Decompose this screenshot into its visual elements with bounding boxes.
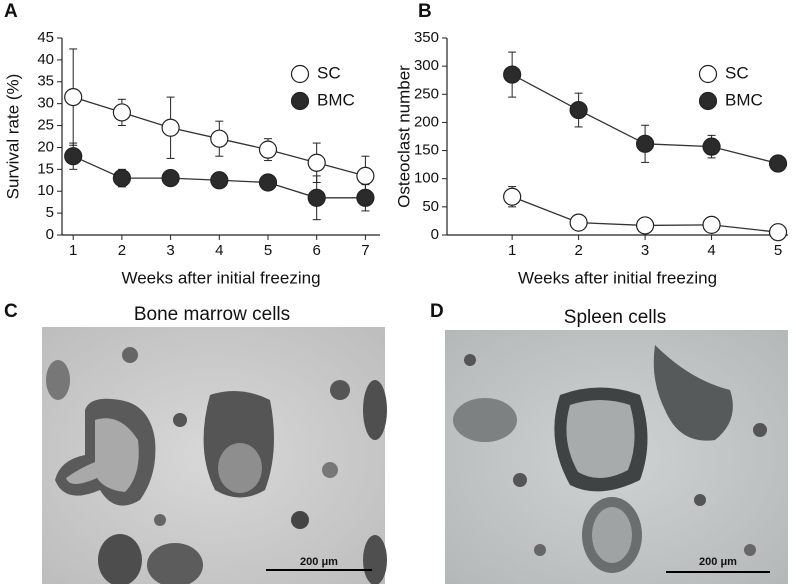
legend-label: BMC <box>725 90 763 109</box>
x-tick-label: 5 <box>774 242 782 259</box>
y-tick-label: 0 <box>46 226 54 243</box>
panel-label: D <box>430 301 444 322</box>
y-tick-label: 200 <box>414 113 439 130</box>
scale-bar-label: 200 μm <box>699 556 737 568</box>
image-caption: Spleen cells <box>564 307 666 328</box>
panel-label: A <box>4 1 18 22</box>
marker <box>503 65 522 84</box>
marker <box>112 168 131 188</box>
y-tick-label: 25 <box>37 117 54 134</box>
y-tick-label: 40 <box>37 51 54 68</box>
marker <box>356 166 375 185</box>
y-tick-label: 5 <box>46 204 54 221</box>
legend-marker <box>698 91 718 111</box>
legend-label: SC <box>317 63 341 82</box>
y-tick-label: 300 <box>414 57 439 74</box>
micrograph-c <box>42 327 387 584</box>
x-axis-label: Weeks after initial freezing <box>518 268 717 287</box>
marker <box>569 213 588 232</box>
marker <box>702 215 721 234</box>
marker <box>161 168 180 188</box>
marker <box>161 118 180 137</box>
marker <box>702 137 721 156</box>
x-tick-label: 3 <box>641 242 649 259</box>
legend-marker <box>290 91 310 111</box>
x-tick-label: 2 <box>574 242 582 259</box>
x-tick-label: 7 <box>361 242 369 259</box>
panel-label: B <box>418 1 432 22</box>
x-axis-label: Weeks after initial freezing <box>121 268 320 287</box>
x-tick-label: 4 <box>707 242 715 259</box>
y-tick-label: 20 <box>37 138 54 155</box>
marker <box>768 154 788 173</box>
image-caption: Bone marrow cells <box>134 304 290 325</box>
x-tick-label: 1 <box>69 242 77 259</box>
marker <box>307 188 326 207</box>
y-axis-label: Survival rate (%) <box>3 74 22 200</box>
y-tick-label: 45 <box>37 29 54 46</box>
y-tick-label: 50 <box>422 198 439 215</box>
legend-label: BMC <box>317 90 355 109</box>
x-tick-label: 6 <box>313 242 321 259</box>
y-tick-label: 0 <box>431 226 439 243</box>
marker <box>635 216 655 235</box>
marker <box>64 87 83 107</box>
marker <box>210 129 229 148</box>
y-tick-label: 350 <box>414 29 439 46</box>
legend-label: SC <box>725 63 749 82</box>
legend-marker <box>290 64 310 84</box>
marker <box>635 134 655 153</box>
marker <box>356 188 375 207</box>
x-tick-label: 2 <box>118 242 126 259</box>
marker <box>503 187 522 206</box>
panel-label: C <box>4 301 18 322</box>
micrograph-d <box>445 330 788 584</box>
marker <box>210 171 229 190</box>
y-tick-label: 35 <box>37 73 54 90</box>
y-tick-label: 10 <box>37 182 54 199</box>
y-axis-label: Osteoclast number <box>394 65 413 208</box>
x-tick-label: 5 <box>264 242 272 259</box>
marker <box>258 140 278 159</box>
legend-marker <box>698 64 718 84</box>
y-tick-label: 150 <box>414 142 439 159</box>
y-tick-label: 30 <box>37 95 54 112</box>
marker <box>307 153 326 172</box>
y-tick-label: 250 <box>414 85 439 102</box>
marker <box>569 100 588 120</box>
marker <box>112 103 131 122</box>
marker <box>64 147 83 166</box>
scale-bar-label: 200 μm <box>300 556 338 568</box>
y-tick-label: 15 <box>37 160 54 177</box>
x-tick-label: 3 <box>166 242 174 259</box>
x-tick-label: 1 <box>508 242 516 259</box>
marker <box>258 173 278 192</box>
y-tick-label: 100 <box>414 170 439 187</box>
x-tick-label: 4 <box>215 242 223 259</box>
marker <box>768 223 788 242</box>
